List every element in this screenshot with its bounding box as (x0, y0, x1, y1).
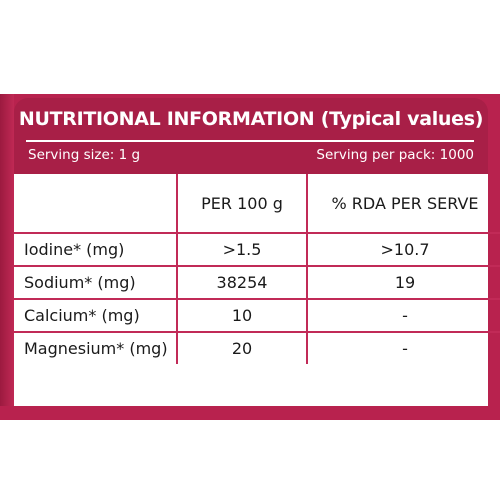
rda-value: - (306, 298, 500, 333)
table-row: Calcium* (mg) 10 - (14, 298, 500, 333)
panel-title: NUTRITIONAL INFORMATION (Typical values) (18, 108, 484, 130)
nutrient-name: Magnesium* (mg) (14, 331, 178, 364)
nutrient-name: Calcium* (mg) (14, 298, 178, 333)
rda-value: 19 (306, 265, 500, 300)
table-row: Magnesium* (mg) 20 - (14, 331, 500, 364)
nutrient-name: Sodium* (mg) (14, 265, 178, 300)
title-divider (26, 140, 474, 142)
nutrient-name: Iodine* (mg) (14, 232, 178, 267)
table-row: Sodium* (mg) 38254 19 (14, 265, 500, 300)
per-100g-value: 38254 (176, 265, 308, 300)
package-side-fold (0, 94, 14, 420)
serving-size-text: Serving size: 1 g (28, 147, 141, 163)
nutrition-header-band (14, 98, 488, 174)
rda-value: - (306, 331, 500, 364)
package-bottom-edge (0, 406, 500, 420)
per-100g-value: 10 (176, 298, 308, 333)
nutrition-table-container: PER 100 g % RDA PER SERVE Iodine* (mg) >… (14, 174, 500, 406)
servings-per-pack-text: Serving per pack: 1000 (316, 147, 474, 163)
nutrition-table: PER 100 g % RDA PER SERVE Iodine* (mg) >… (14, 174, 500, 364)
header-per-100g: PER 100 g (176, 174, 308, 234)
rda-value: >10.7 (306, 232, 500, 267)
header-nutrient-cell (14, 174, 178, 234)
table-header-row: PER 100 g % RDA PER SERVE (14, 174, 500, 234)
header-rda-per-serve: % RDA PER SERVE (306, 174, 500, 234)
per-100g-value: 20 (176, 331, 308, 364)
table-row: Iodine* (mg) >1.5 >10.7 (14, 232, 500, 267)
per-100g-value: >1.5 (176, 232, 308, 267)
